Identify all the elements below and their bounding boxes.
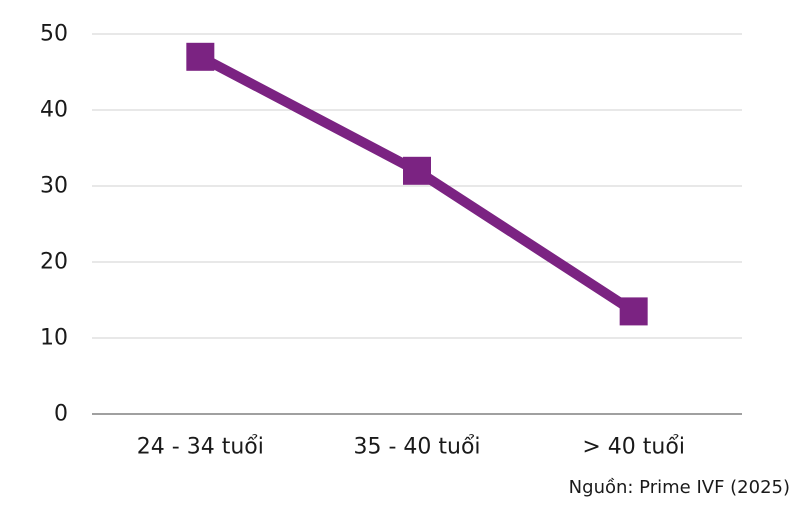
data-point-marker [403, 156, 431, 185]
gridlines [92, 33, 742, 415]
y-tick-label: 50 [40, 22, 68, 47]
x-tick-label: > 40 tuổi [582, 435, 685, 460]
data-point-marker [619, 297, 648, 326]
y-axis-ticks: 0 10 20 30 40 50 [40, 22, 68, 427]
y-tick-label: 20 [40, 250, 68, 275]
source-note: Nguồn: Prime IVF (2025) [568, 477, 790, 498]
series-group [186, 42, 648, 326]
x-tick-label: 35 - 40 tuổi [353, 435, 480, 460]
y-tick-label: 40 [40, 98, 68, 123]
y-tick-label: 30 [40, 174, 68, 199]
y-tick-label: 0 [54, 402, 68, 427]
x-tick-label: 24 - 34 tuổi [137, 435, 264, 460]
y-tick-label: 10 [40, 326, 68, 351]
data-point-marker [186, 42, 215, 71]
x-axis-ticks: 24 - 34 tuổi 35 - 40 tuổi > 40 tuổi [137, 435, 685, 460]
